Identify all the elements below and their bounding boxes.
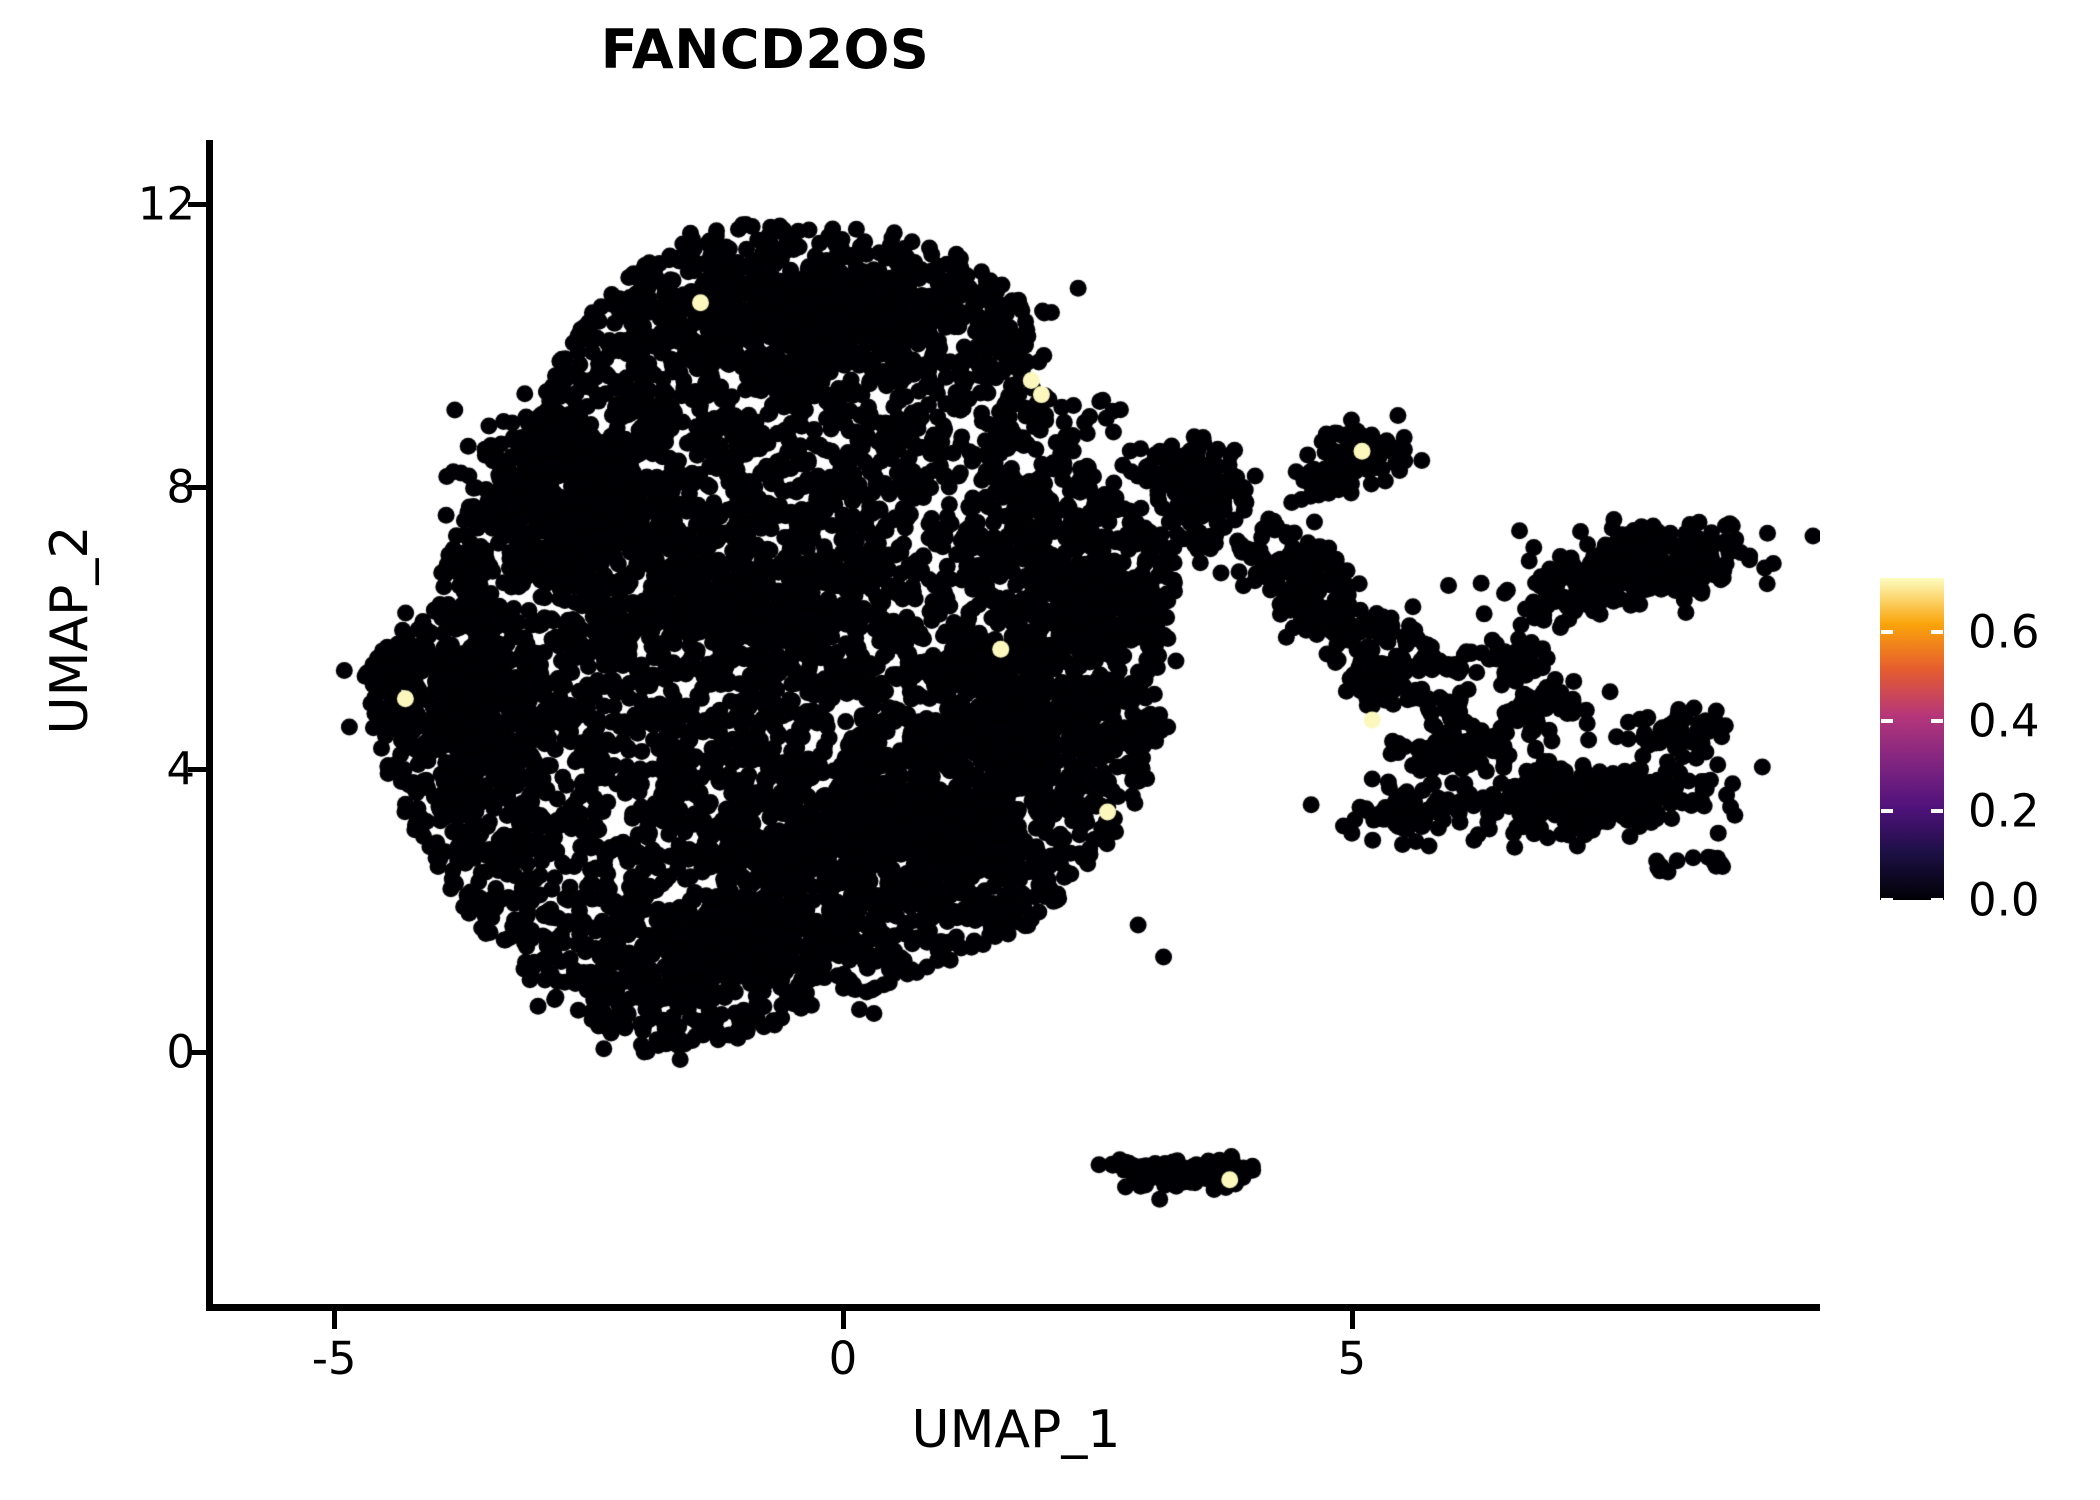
x-axis-spine bbox=[206, 1304, 1820, 1311]
colorbar-tick-mark bbox=[1881, 719, 1893, 724]
x-tick-label: 0 bbox=[828, 1332, 858, 1385]
colorbar-tick-mark bbox=[1931, 808, 1943, 813]
y-tick-mark bbox=[188, 1050, 206, 1056]
colorbar-tick-mark bbox=[1881, 629, 1893, 634]
y-tick-mark bbox=[188, 484, 206, 490]
x-tick-mark bbox=[1349, 1311, 1355, 1329]
y-tick-mark bbox=[188, 201, 206, 207]
x-tick-mark bbox=[840, 1311, 846, 1329]
y-axis-spine bbox=[206, 140, 213, 1311]
x-axis-label: UMAP_1 bbox=[911, 1400, 1121, 1460]
colorbar-tick-label: 0.2 bbox=[1968, 784, 2040, 838]
y-tick-label: 8 bbox=[166, 460, 195, 514]
colorbar-tick-mark bbox=[1881, 898, 1893, 902]
colorbar-tick-label: 0.0 bbox=[1968, 873, 2040, 927]
colorbar-tick-mark bbox=[1881, 808, 1893, 813]
x-tick-mark bbox=[332, 1311, 338, 1329]
colorbar-gradient bbox=[1880, 578, 1944, 902]
y-tick-label: 4 bbox=[166, 742, 195, 796]
x-tick-label: 5 bbox=[1337, 1332, 1367, 1385]
colorbar-tick-mark bbox=[1931, 898, 1943, 902]
y-tick-label: 0 bbox=[166, 1025, 195, 1079]
colorbar-tick-label: 0.4 bbox=[1968, 694, 2040, 748]
colorbar: 0.6 0.4 0.2 0.0 bbox=[1880, 578, 2100, 927]
y-tick-label: 12 bbox=[137, 177, 195, 231]
y-axis-label: UMAP_2 bbox=[40, 525, 100, 735]
colorbar-tick-mark bbox=[1931, 629, 1943, 634]
page-title: FANCD2OS bbox=[600, 18, 930, 81]
colorbar-tick-label: 0.6 bbox=[1968, 605, 2040, 659]
scatter-plot-canvas bbox=[212, 140, 1820, 1307]
x-tick-label: -5 bbox=[311, 1332, 357, 1385]
y-tick-mark bbox=[188, 767, 206, 773]
colorbar-tick-mark bbox=[1931, 719, 1943, 724]
